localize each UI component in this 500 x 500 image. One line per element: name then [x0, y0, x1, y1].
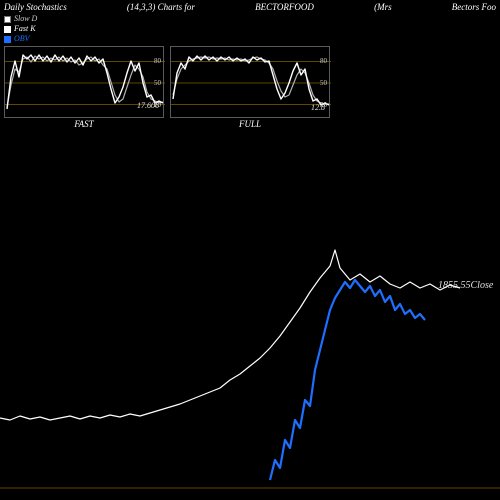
header-mid1: (14,3,3) Charts for	[127, 2, 195, 12]
panel-full-title: FULL	[239, 119, 261, 129]
axis-tick-label: 50	[320, 79, 327, 87]
legend-item-obv: OBV	[4, 34, 496, 44]
panel-fast-title: FAST	[74, 119, 93, 129]
legend-label-obv: OBV	[14, 34, 30, 44]
main-chart: 1855.55Close	[0, 170, 500, 500]
legend-swatch-fast-k	[4, 26, 11, 33]
panel-full-container: 20508012.8 FULL	[170, 46, 330, 129]
chart-header: Daily Stochastics (14,3,3) Charts for BE…	[0, 0, 500, 14]
legend-swatch-obv	[4, 36, 11, 43]
panel-value-label: 17.606	[137, 101, 159, 110]
legend-item-fast-k: Fast K	[4, 24, 496, 34]
legend-item-slow-d: Slow D	[4, 14, 496, 24]
panel-value-label: 12.8	[311, 103, 325, 112]
legend-label-slow-d: Slow D	[14, 14, 37, 24]
header-left: Daily Stochastics	[4, 2, 67, 12]
panel-fast: 20508017.606	[4, 46, 164, 118]
panel-full: 20508012.8	[170, 46, 330, 118]
axis-tick-label: 80	[320, 57, 327, 65]
header-right: Bectors Foo	[452, 2, 496, 12]
legend-swatch-slow-d	[4, 16, 11, 23]
panel-fast-container: 20508017.606 FAST	[4, 46, 164, 129]
header-mid2: (Mrs	[374, 2, 392, 12]
axis-tick-label: 50	[154, 79, 161, 87]
header-ticker: BECTORFOOD	[255, 2, 314, 12]
axis-tick-label: 80	[154, 57, 161, 65]
legend: Slow D Fast K OBV	[0, 14, 500, 44]
legend-label-fast-k: Fast K	[14, 24, 36, 34]
stochastic-panels: 20508017.606 FAST 20508012.8 FULL	[0, 44, 500, 133]
